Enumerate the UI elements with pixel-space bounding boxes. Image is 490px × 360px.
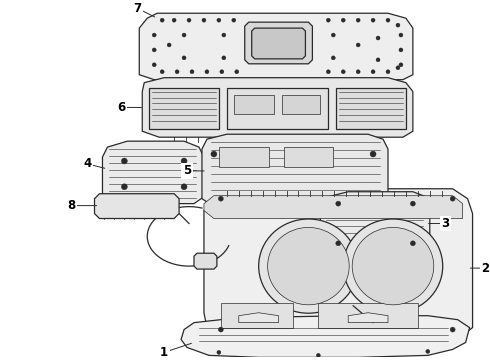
Circle shape: [386, 18, 390, 22]
Circle shape: [399, 63, 403, 67]
Circle shape: [167, 43, 171, 47]
Circle shape: [190, 70, 194, 74]
Circle shape: [122, 158, 127, 164]
Polygon shape: [318, 303, 418, 328]
Text: 2: 2: [482, 262, 490, 275]
Polygon shape: [181, 316, 469, 357]
Circle shape: [376, 36, 380, 40]
Polygon shape: [221, 303, 294, 328]
Circle shape: [450, 196, 455, 201]
Polygon shape: [284, 147, 333, 167]
Circle shape: [356, 18, 360, 22]
Circle shape: [219, 196, 223, 201]
Polygon shape: [102, 141, 204, 204]
Polygon shape: [194, 253, 217, 269]
Ellipse shape: [259, 219, 358, 313]
Polygon shape: [139, 13, 413, 80]
Circle shape: [450, 327, 455, 332]
Circle shape: [326, 70, 330, 74]
Polygon shape: [204, 196, 463, 219]
Circle shape: [331, 33, 335, 37]
Circle shape: [152, 48, 156, 52]
Polygon shape: [239, 313, 278, 323]
Circle shape: [222, 33, 226, 37]
Polygon shape: [320, 192, 430, 253]
Circle shape: [376, 58, 380, 62]
Circle shape: [411, 241, 416, 246]
Circle shape: [396, 66, 400, 70]
Circle shape: [356, 70, 360, 74]
Polygon shape: [252, 28, 305, 59]
Polygon shape: [234, 95, 273, 114]
Circle shape: [235, 70, 239, 74]
Polygon shape: [95, 194, 179, 219]
Text: 7: 7: [133, 2, 141, 15]
Polygon shape: [219, 147, 269, 167]
Circle shape: [205, 70, 209, 74]
Circle shape: [371, 18, 375, 22]
Circle shape: [160, 70, 164, 74]
Polygon shape: [204, 189, 472, 338]
Circle shape: [182, 33, 186, 37]
Circle shape: [232, 18, 236, 22]
Circle shape: [172, 18, 176, 22]
Polygon shape: [142, 78, 413, 137]
Circle shape: [220, 70, 224, 74]
Circle shape: [341, 70, 345, 74]
Circle shape: [182, 56, 186, 60]
Circle shape: [399, 48, 403, 52]
Circle shape: [217, 18, 221, 22]
Text: 1: 1: [160, 346, 168, 359]
Circle shape: [386, 70, 390, 74]
Polygon shape: [149, 87, 219, 129]
Circle shape: [181, 184, 187, 190]
Circle shape: [217, 350, 221, 354]
Circle shape: [331, 56, 335, 60]
Circle shape: [356, 43, 360, 47]
Circle shape: [326, 18, 330, 22]
Circle shape: [187, 18, 191, 22]
Polygon shape: [227, 87, 328, 129]
Circle shape: [317, 354, 320, 357]
Ellipse shape: [352, 228, 434, 305]
Circle shape: [396, 23, 400, 27]
Circle shape: [411, 201, 416, 206]
Text: 5: 5: [183, 165, 191, 177]
Polygon shape: [282, 95, 320, 114]
Circle shape: [371, 70, 375, 74]
Circle shape: [202, 18, 206, 22]
Circle shape: [181, 158, 187, 164]
Circle shape: [341, 18, 345, 22]
Circle shape: [426, 350, 430, 354]
Circle shape: [122, 184, 127, 190]
Ellipse shape: [268, 228, 349, 305]
Text: 3: 3: [441, 217, 450, 230]
Polygon shape: [245, 22, 313, 64]
Polygon shape: [348, 313, 388, 323]
Circle shape: [336, 201, 341, 206]
Circle shape: [211, 151, 217, 157]
Circle shape: [175, 70, 179, 74]
Text: 6: 6: [117, 101, 125, 114]
Polygon shape: [336, 87, 406, 129]
Circle shape: [152, 33, 156, 37]
Circle shape: [219, 327, 223, 332]
Circle shape: [160, 18, 164, 22]
Circle shape: [399, 33, 403, 37]
Circle shape: [152, 63, 156, 67]
Circle shape: [370, 151, 376, 157]
Text: 4: 4: [83, 157, 92, 171]
Ellipse shape: [343, 219, 443, 313]
Circle shape: [222, 56, 226, 60]
Circle shape: [336, 241, 341, 246]
Text: 8: 8: [68, 199, 76, 212]
Polygon shape: [202, 134, 388, 207]
